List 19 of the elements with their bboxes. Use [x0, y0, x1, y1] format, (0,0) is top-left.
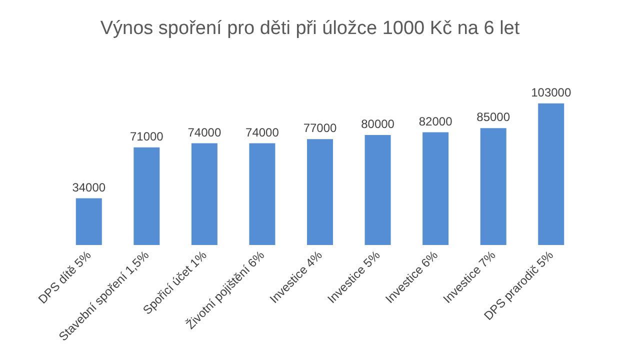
bar: [422, 132, 449, 245]
data-label: 85000: [476, 110, 510, 124]
data-label: 74000: [246, 125, 280, 140]
bar: [134, 147, 160, 245]
bar: [191, 143, 218, 245]
data-label: 71000: [130, 129, 164, 144]
bar: [364, 135, 391, 245]
bar: [76, 198, 102, 245]
chart-title: Výnos spoření pro děti při úložce 1000 Kč na 6 let: [100, 18, 520, 39]
bar: [538, 103, 564, 245]
data-label: 74000: [188, 125, 222, 140]
data-label: 34000: [72, 180, 106, 194]
bar: [249, 143, 276, 245]
data-label: 80000: [361, 117, 395, 131]
data-label: 103000: [531, 85, 572, 100]
bar: [480, 128, 506, 245]
data-label: 82000: [418, 114, 453, 128]
bar: [307, 139, 333, 245]
data-label: 77000: [303, 121, 338, 136]
